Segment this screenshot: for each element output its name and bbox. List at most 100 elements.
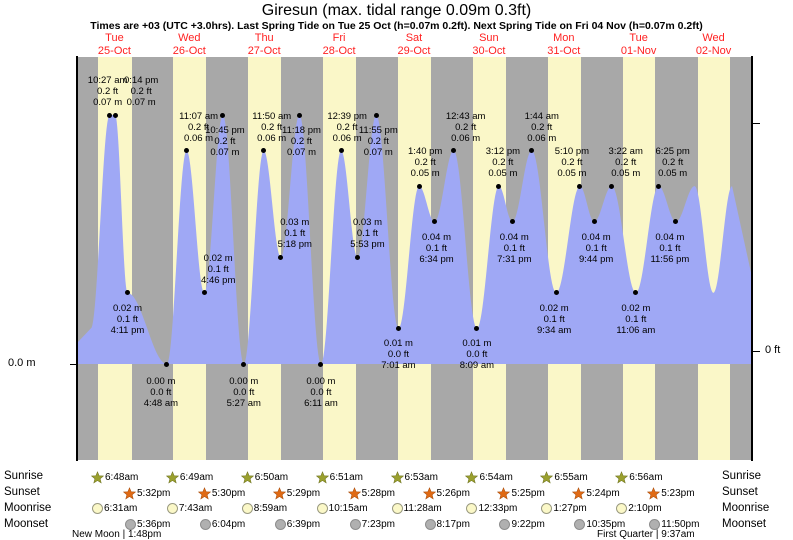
tide-extreme-low-15: 0.01 m 0.0 ft 7:01 am: [360, 338, 436, 371]
day-date: 02-Nov: [695, 45, 732, 57]
tide-extreme-marker-14: [373, 112, 379, 118]
tide-extreme-marker-23: [553, 290, 559, 296]
astro-row-label-left-moonrise: Moonrise: [4, 502, 52, 514]
tide-extreme-marker-20: [496, 183, 502, 189]
star-icon: [240, 471, 254, 484]
sunset-time: 5:29pm: [286, 488, 321, 499]
day-of-week: Sat: [405, 32, 423, 44]
tide-extreme-marker-19: [474, 325, 480, 331]
sunset-time: 5:30pm: [211, 488, 246, 499]
tide-height-ft: 0.2 ft: [336, 121, 358, 133]
tide-height-ft: 0.2 ft: [97, 86, 119, 97]
right-axis-tick-0ft: [753, 351, 760, 352]
moonrise-time: 12:33pm: [478, 503, 518, 514]
tide-extreme-marker-12: [338, 148, 344, 154]
moonrise-entry-0: 6:31am: [92, 503, 137, 514]
tide-height-ft: 0.2 ft: [531, 121, 553, 133]
tide-height-ft: 0.2 ft: [290, 136, 313, 147]
tide-height-ft: 0.1 ft: [503, 242, 525, 254]
moonset-time: 9:22pm: [511, 519, 545, 530]
tide-extreme-marker-3: [164, 361, 170, 367]
right-axis-tick-upper: [753, 123, 760, 124]
tide-extreme-low-23: 0.02 m 0.1 ft 9:34 am: [516, 303, 592, 336]
moon-icon: [424, 519, 436, 530]
moonrise-entry-2: 8:59am: [241, 503, 288, 514]
tide-extreme-high-16: 1:40 pm 0.2 ft 0.05 m: [387, 146, 463, 179]
tide-extreme-marker-8: [261, 148, 267, 154]
page-subtitle: Times are +03 (UTC +3.0hrs). Last Spring…: [90, 20, 703, 32]
astro-row-label-left-sunset: Sunset: [4, 486, 40, 498]
tide-time: 9:44 pm: [578, 253, 614, 265]
tide-extreme-high-24: 5:10 pm 0.2 ft 0.05 m: [534, 146, 610, 179]
star-icon: [123, 487, 136, 500]
tide-height-m: 0.02 m: [621, 302, 651, 314]
tide-time: 4:11 pm: [110, 324, 145, 336]
sunrise-entry-5: 6:54am: [465, 471, 513, 484]
left-axis-label: 0.0 m: [8, 357, 36, 369]
tide-height-ft: 0.1 ft: [585, 242, 607, 254]
tide-height-m: 0.00 m: [306, 376, 336, 387]
tide-height-m: 0.06 m: [257, 132, 287, 144]
tide-extreme-marker-17: [431, 219, 437, 225]
moonset-entry-1: 6:04pm: [199, 519, 245, 530]
left-axis-tick-0m: [70, 364, 77, 365]
day-of-week: Tue: [629, 32, 648, 44]
star-icon: [540, 471, 554, 484]
right-axis-line: [751, 56, 753, 461]
sunset-entry-2: 5:29pm: [272, 487, 321, 500]
star-icon: [465, 471, 479, 484]
moon-icon: [241, 503, 253, 514]
sunrise-entry-6: 6:55am: [540, 471, 588, 484]
sunset-time: 5:25pm: [511, 488, 545, 499]
tide-time: 11:50 am: [252, 110, 292, 122]
tide-curve-svg: [77, 115, 751, 364]
sunrise-time: 6:56am: [629, 472, 663, 483]
moonrise-time: 1:27pm: [553, 503, 587, 514]
day-of-week: Fri: [332, 32, 346, 44]
tide-time: 11:55 pm: [358, 125, 398, 136]
tide-extreme-high-20: 3:12 pm 0.2 ft 0.05 m: [465, 146, 541, 179]
tide-extreme-high-6: 10:45 pm 0.2 ft 0.07 m: [187, 125, 263, 158]
tide-extreme-low-11: 0.00 m 0.0 ft 6:11 am: [283, 376, 359, 409]
tide-extreme-high-12: 12:39 pm 0.2 ft 0.06 m: [309, 111, 385, 144]
star-icon: [572, 487, 586, 500]
tide-time: 4:48 am: [143, 398, 179, 409]
tide-time: 5:53 pm: [350, 239, 385, 251]
sunrise-entry-3: 6:51am: [315, 471, 363, 484]
tide-time: 6:11 am: [304, 398, 338, 409]
tide-extreme-marker-21: [509, 219, 515, 225]
moon-icon: [616, 503, 628, 514]
astro-row-label-right-sunset: Sunset: [722, 486, 758, 498]
tide-extreme-marker-26: [609, 183, 615, 189]
moon-phase-1: First Quarter | 9:37am: [597, 529, 695, 540]
moon-icon: [541, 503, 553, 514]
tide-height-ft: 0.2 ft: [188, 121, 210, 133]
day-date: 26-Oct: [172, 45, 206, 57]
tide-extreme-high-14: 11:55 pm 0.2 ft 0.07 m: [340, 125, 416, 158]
moon-icon: [125, 519, 136, 530]
tide-time: 7:31 pm: [497, 253, 532, 265]
moonrise-time: 8:59am: [253, 503, 288, 514]
moonset-time: 11:50pm: [661, 519, 700, 530]
moonrise-time: 6:31am: [104, 503, 138, 514]
tide-time: 5:10 pm: [554, 146, 590, 158]
day-of-week: Wed: [702, 32, 725, 44]
tide-height-m: 0.05 m: [658, 168, 688, 180]
moonrise-entry-3: 10:15am: [316, 503, 368, 514]
tide-height-m: 0.07 m: [363, 147, 393, 158]
tide-extreme-marker-9: [278, 254, 284, 260]
moon-phase-text: New Moon | 1:48pm: [72, 529, 162, 540]
right-axis-label: 0 ft: [765, 344, 781, 356]
sunset-entry-4: 5:26pm: [422, 487, 470, 500]
page-title: Giresun (max. tidal range 0.09m 0.3ft): [261, 2, 532, 19]
tide-extreme-high-8: 11:50 am 0.2 ft 0.06 m: [234, 111, 310, 144]
tide-height-ft: 0.0 ft: [387, 349, 409, 361]
sunrise-time: 6:55am: [554, 472, 588, 483]
tide-extreme-low-3: 0.00 m 0.0 ft 4:48 am: [123, 376, 199, 409]
sunset-entry-0: 5:32pm: [123, 487, 170, 500]
tide-height-ft: 0.1 ft: [425, 242, 448, 254]
tide-height-ft: 0.1 ft: [207, 263, 229, 275]
sunrise-time: 6:53am: [404, 472, 438, 483]
astro-row-label-right-sunrise: Sunrise: [722, 470, 761, 482]
